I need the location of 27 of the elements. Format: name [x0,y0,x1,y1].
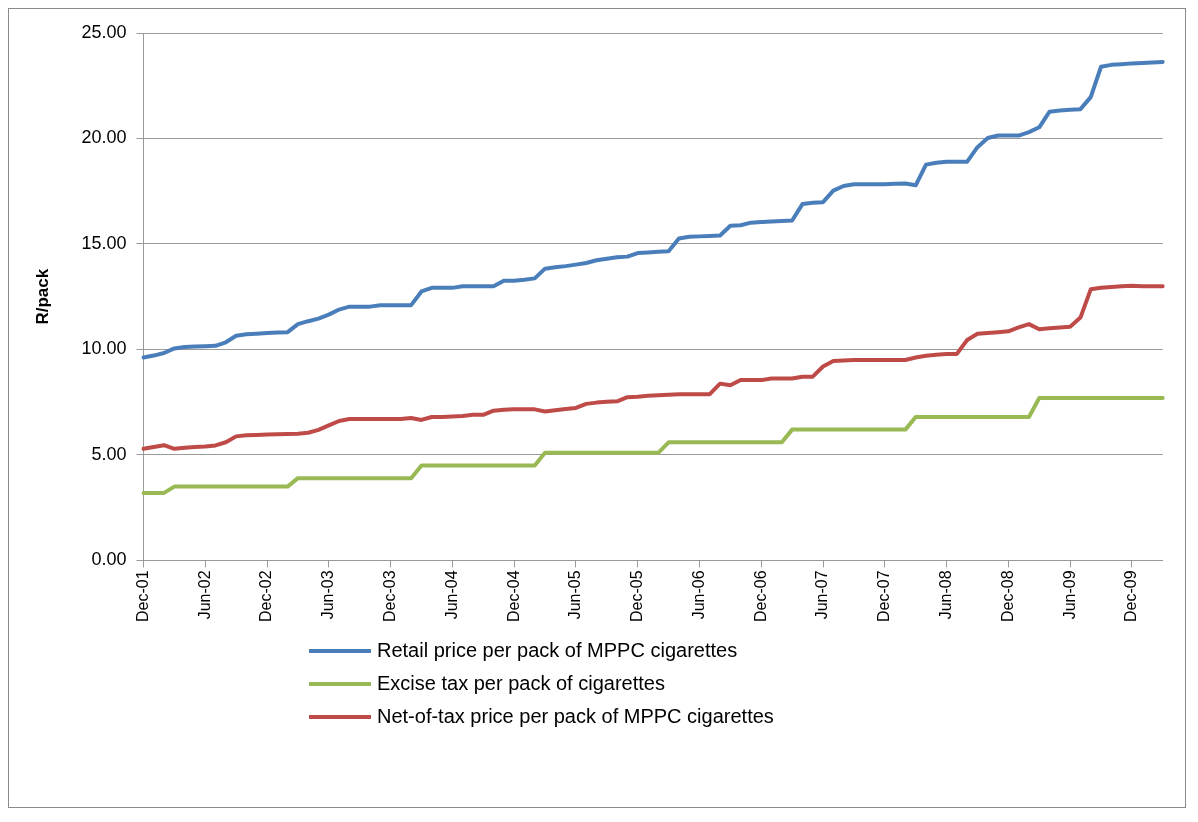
x-tick-label: Dec-04 [504,570,522,622]
x-tick-label: Jun-08 [936,570,954,620]
x-tick-label: Jun-04 [442,570,460,620]
x-tick-label: Dec-09 [1122,570,1140,622]
y-tick-label: 20.00 [81,127,127,148]
x-tick-label: Dec-01 [133,570,151,622]
x-tick-label: Dec-02 [257,570,275,622]
x-tick-label: Jun-06 [689,570,707,620]
legend-label: Excise tax per pack of cigarettes [377,672,665,695]
x-tick-label: Dec-05 [628,570,646,622]
x-tick-label: Dec-08 [998,570,1016,622]
y-axis-title: R/pack [32,268,52,325]
y-tick-label: 15.00 [81,232,127,253]
y-tick-label: 5.00 [91,443,127,464]
x-tick-label: Jun-03 [319,570,337,620]
legend-label: Net-of-tax price per pack of MPPC cigarettes [377,705,774,728]
y-tick-label: 25.00 [81,21,127,42]
x-tick-label: Dec-07 [875,570,893,622]
y-tick-label: 10.00 [81,338,127,359]
x-tick-label: Dec-03 [380,570,398,622]
legend-label: Retail price per pack of MPPC cigarettes [377,639,738,662]
x-tick-label: Jun-02 [195,570,213,620]
x-tick-label: Dec-06 [751,570,769,622]
x-tick-label: Jun-07 [813,570,831,620]
y-tick-label: 0.00 [91,549,127,570]
x-tick-label: Jun-05 [566,570,584,620]
x-tick-label: Jun-09 [1060,570,1078,620]
